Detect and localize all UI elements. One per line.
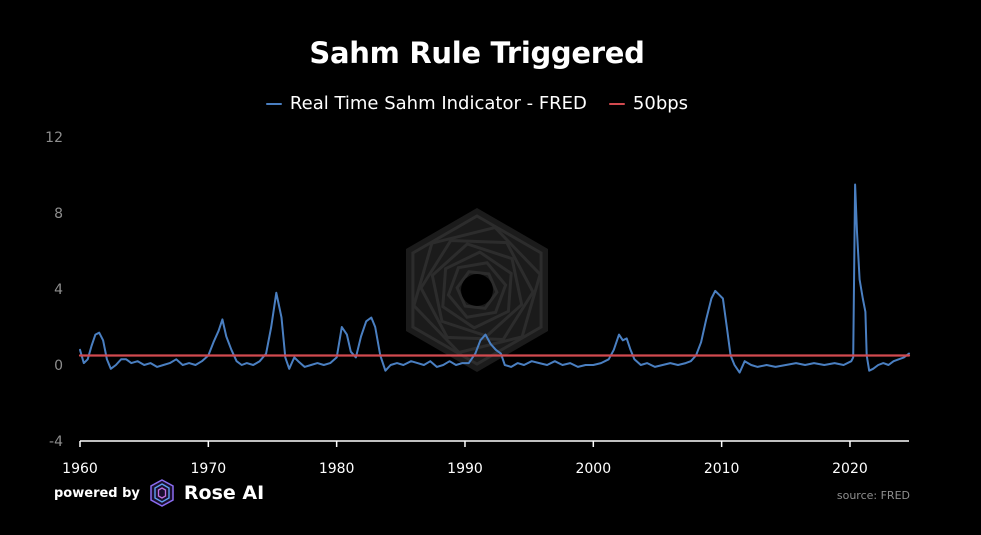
legend-swatch-sahm — [265, 102, 282, 105]
chart-title: Sahm Rule Triggered — [309, 36, 645, 70]
powered-by-label: powered by — [54, 485, 140, 501]
legend-label-50bps: 50bps — [632, 93, 689, 114]
legend-item-sahm[interactable]: Real Time Sahm Indicator - FRED — [265, 93, 587, 114]
powered-by: powered by Rose AI — [54, 479, 264, 507]
watermark-hexagon-spiral-icon — [406, 208, 548, 372]
y-tick-label: 8 — [54, 206, 63, 222]
legend-label-sahm: Real Time Sahm Indicator - FRED — [289, 93, 587, 114]
rose-ai-logo-icon — [150, 479, 174, 507]
source-note: source: FRED — [836, 489, 910, 502]
x-tick-label: 1990 — [447, 461, 483, 477]
x-tick-label: 1960 — [62, 461, 98, 477]
legend-item-50bps[interactable]: 50bps — [608, 93, 689, 114]
y-tick-label: -4 — [49, 434, 63, 450]
x-tick-label: 2020 — [832, 461, 868, 477]
x-tick-label: 2000 — [575, 461, 611, 477]
x-tick-label: 2010 — [704, 461, 740, 477]
series-line-sahm — [79, 183, 910, 374]
legend-swatch-50bps — [608, 102, 625, 105]
x-tick-label: 1980 — [319, 461, 355, 477]
y-tick-label: 12 — [45, 130, 63, 146]
x-tick-label: 1970 — [191, 461, 227, 477]
y-tick-label: 0 — [54, 358, 63, 374]
brand-name: Rose AI — [183, 482, 265, 504]
y-tick-label: 4 — [54, 282, 63, 298]
chart-legend: Real Time Sahm Indicator - FRED 50bps — [0, 93, 954, 114]
